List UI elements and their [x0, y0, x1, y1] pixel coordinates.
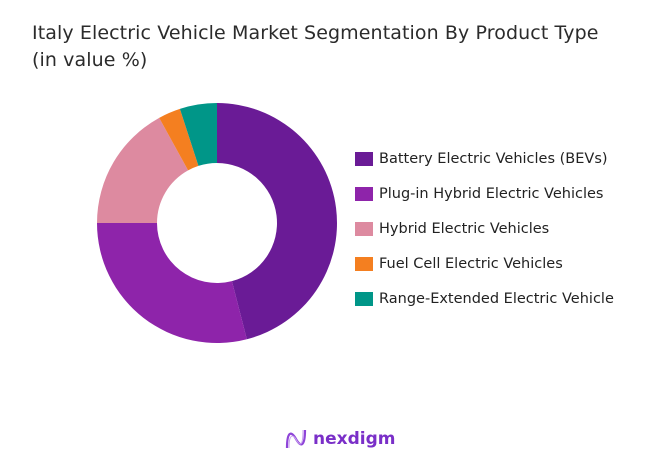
donut-slice-2 — [97, 117, 189, 223]
legend-item: Range-Extended Electric Vehicle — [355, 281, 614, 316]
legend-item: Plug-in Hybrid Electric Vehicles — [355, 176, 614, 211]
donut-slice-1 — [97, 223, 247, 344]
subtitle-line: (in value %) — [32, 49, 148, 71]
donut-slice-3 — [159, 108, 199, 171]
chart-title: Italy Electric Vehicle Market Segmentati… — [32, 20, 599, 74]
donut-slice-0 — [217, 103, 338, 340]
legend-item: Hybrid Electric Vehicles — [355, 211, 614, 246]
legend-label: Plug-in Hybrid Electric Vehicles — [379, 185, 604, 202]
donut-slice-4 — [179, 103, 217, 166]
legend-label: Hybrid Electric Vehicles — [379, 220, 550, 237]
brand-logo: nexdigm — [285, 428, 395, 450]
legend-swatch — [355, 151, 373, 166]
legend: Battery Electric Vehicles (BEVs) Plug-in … — [355, 141, 614, 316]
legend-label: Battery Electric Vehicles (BEVs) — [379, 150, 608, 167]
nexdigm-logo-icon — [285, 429, 307, 449]
legend-item: Fuel Cell Electric Vehicles — [355, 246, 614, 281]
legend-label: Fuel Cell Electric Vehicles — [379, 255, 563, 272]
legend-item: Battery Electric Vehicles (BEVs) — [355, 141, 614, 176]
legend-swatch — [355, 186, 373, 201]
legend-label: Range-Extended Electric Vehicle — [379, 290, 614, 307]
legend-swatch — [355, 221, 373, 236]
legend-swatch — [355, 256, 373, 271]
brand-name: nexdigm — [313, 429, 396, 449]
legend-swatch — [355, 291, 373, 306]
title-line: Italy Electric Vehicle Market Segmentati… — [32, 22, 599, 44]
